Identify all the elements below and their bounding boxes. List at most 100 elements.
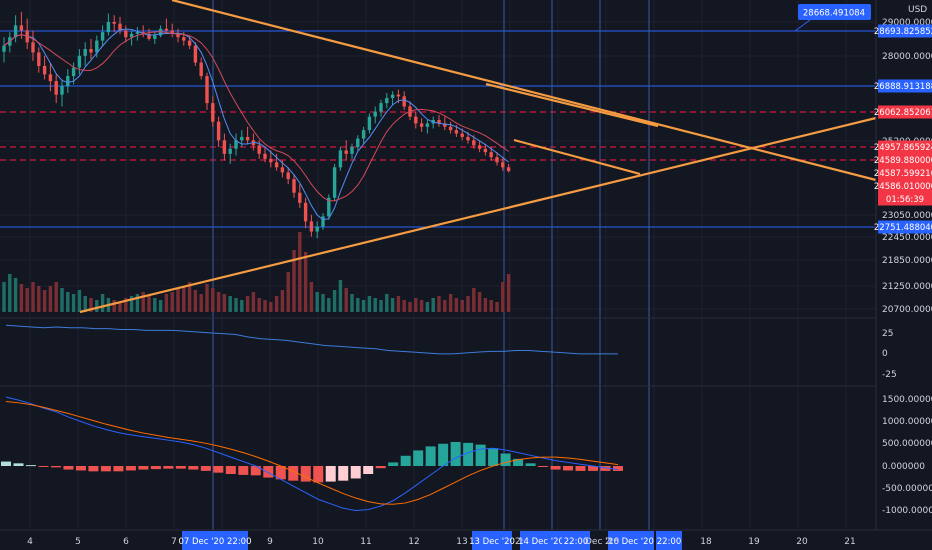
candle-body-47 xyxy=(274,162,279,168)
macd-hist-38 xyxy=(475,444,486,466)
time-highlight-text-3: 22:00 xyxy=(564,537,589,547)
volume-bar-50 xyxy=(292,250,296,312)
macd-hist-1 xyxy=(13,463,24,466)
candle-body-67 xyxy=(390,94,395,99)
candle-body-56 xyxy=(327,197,331,217)
macd-tick-2: 500.000000 xyxy=(882,439,932,449)
volume-bar-31 xyxy=(182,286,186,312)
candle-body-37 xyxy=(216,121,221,141)
candle-body-42 xyxy=(245,136,250,141)
volume-bar-52 xyxy=(303,252,308,312)
candle-body-9 xyxy=(54,81,58,95)
macd-hist-31 xyxy=(388,462,399,466)
macd-hist-39 xyxy=(488,448,499,466)
candle-body-84 xyxy=(489,152,493,158)
candle-body-11 xyxy=(66,76,70,87)
time-highlight-text-4: 16 Dec '20 xyxy=(608,537,654,547)
time-tick-0: 4 xyxy=(27,537,33,547)
horizontal-levels[interactable] xyxy=(0,30,876,228)
candle-body-16 xyxy=(95,40,99,53)
macd-hist-48 xyxy=(600,466,611,471)
macd-hist-47 xyxy=(588,466,599,471)
volume-bar-64 xyxy=(373,298,377,312)
candle-body-86 xyxy=(501,162,505,168)
candle-body-17 xyxy=(100,32,105,41)
candle-body-60 xyxy=(350,147,354,154)
macd-hist-20 xyxy=(250,466,261,476)
candles[interactable] xyxy=(2,11,511,239)
macd-pane[interactable] xyxy=(1,396,623,512)
candle-body-26 xyxy=(153,35,157,39)
volume-bar-72 xyxy=(419,300,424,312)
candle-body-41 xyxy=(240,136,244,141)
volume-bar-0 xyxy=(2,282,6,312)
time-tick-6: 11 xyxy=(360,537,371,547)
macd-hist-24 xyxy=(300,466,311,482)
candle-body-35 xyxy=(205,76,209,104)
time-tick-7: 12 xyxy=(408,537,419,547)
rsi-pane[interactable] xyxy=(5,324,618,355)
macd-line xyxy=(5,396,619,512)
volume-bar-9 xyxy=(54,282,58,312)
time-axis[interactable]: 4 5 6 7 9 10 11 12 13 18 19 20 21 07 Dec '20 22:00 13 … xyxy=(0,529,932,550)
candle-body-36 xyxy=(211,103,215,122)
rsi-tick-0: 25 xyxy=(882,329,893,339)
volume-bar-87 xyxy=(506,274,511,312)
price-tick-1: 28000.000000 xyxy=(882,52,932,62)
candle-body-87 xyxy=(506,167,511,172)
volume-bar-49 xyxy=(286,272,290,312)
macd-hist-2 xyxy=(25,465,36,467)
currency-label: USD xyxy=(908,5,927,15)
candle-body-18 xyxy=(106,22,111,33)
volume-bar-7 xyxy=(42,290,47,312)
price-callout[interactable]: 28668.491084 xyxy=(794,4,871,32)
trendline-2 xyxy=(513,138,641,176)
candle-body-76 xyxy=(443,123,447,127)
volume-bar-79 xyxy=(460,300,464,312)
volume-bar-35 xyxy=(205,284,209,312)
volume-bar-58 xyxy=(338,280,343,312)
macd-hist-49 xyxy=(613,466,623,471)
volume-bar-84 xyxy=(489,300,493,312)
macd-hist-23 xyxy=(288,466,299,481)
time-highlight-text-5: 22:00 xyxy=(657,537,682,547)
candle-body-3 xyxy=(19,25,24,31)
macd-hist-7 xyxy=(88,466,99,472)
volume-bar-70 xyxy=(408,302,412,312)
macd-hist-45 xyxy=(563,466,574,471)
candle-body-2 xyxy=(13,25,18,38)
macd-hist-27 xyxy=(338,466,349,481)
candle-body-12 xyxy=(71,67,76,77)
macd-hist-30 xyxy=(375,466,386,469)
candle-body-66 xyxy=(385,98,389,104)
macd-tick-0: 1500.000000 xyxy=(882,395,932,405)
volume-bar-57 xyxy=(332,290,337,312)
callout-text: 28668.491084 xyxy=(803,9,865,19)
volume-bar-46 xyxy=(269,302,273,312)
candle-body-52 xyxy=(303,202,308,222)
macd-hist-33 xyxy=(413,450,424,466)
volume-bars xyxy=(2,232,511,312)
volume-bar-1 xyxy=(8,274,12,312)
volume-bar-25 xyxy=(147,296,151,312)
time-highlight-5: 22:00 xyxy=(656,531,682,550)
vertical-markers[interactable] xyxy=(212,0,650,530)
macd-hist-26 xyxy=(325,466,336,482)
candle-body-39 xyxy=(228,148,232,154)
volume-bar-16 xyxy=(95,300,99,312)
candle-body-38 xyxy=(222,140,227,154)
volume-bar-82 xyxy=(477,292,482,312)
trend-lines[interactable] xyxy=(79,0,877,314)
macd-hist-28 xyxy=(350,466,361,479)
volume-bar-42 xyxy=(245,296,250,312)
volume-bar-39 xyxy=(228,296,232,312)
time-tick-9: 18 xyxy=(700,537,712,547)
price-label-text-0: 28693.825852 xyxy=(874,27,932,37)
macd-hist-3 xyxy=(38,466,49,467)
volume-bar-43 xyxy=(251,292,256,312)
price-label-text-3: 24957.865924 xyxy=(874,143,932,153)
volume-bar-10 xyxy=(60,288,64,312)
candle-body-50 xyxy=(292,179,296,193)
candle-body-22 xyxy=(129,33,134,38)
